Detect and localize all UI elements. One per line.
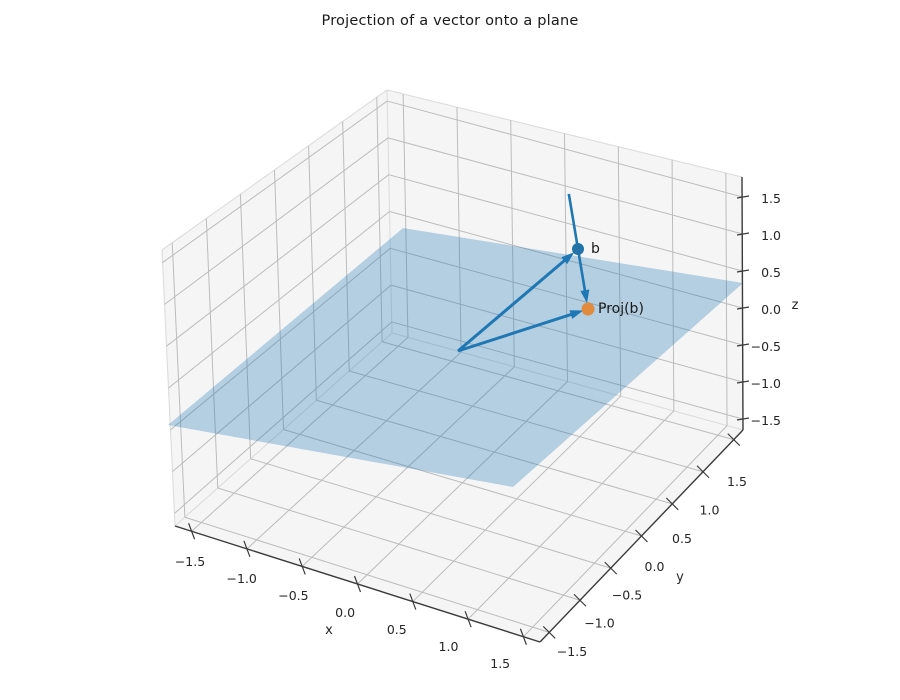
z-tick-label: −1.5 bbox=[751, 413, 781, 428]
y-tick-label: 0.5 bbox=[672, 531, 692, 546]
vector-proj-arrow-head bbox=[569, 310, 584, 319]
x-tick-mark bbox=[464, 610, 472, 628]
gridline-right-pane bbox=[387, 100, 743, 198]
y-axis-label: y bbox=[676, 570, 684, 585]
gridline-floor bbox=[523, 425, 728, 638]
y-tick-label: −1.0 bbox=[584, 616, 614, 631]
z-tick-label: 1.5 bbox=[761, 191, 781, 206]
x-tick-mark bbox=[409, 593, 417, 610]
gridline-right-pane bbox=[510, 120, 515, 367]
z-axis-label: z bbox=[792, 298, 799, 313]
label-proj-b: Proj(b) bbox=[598, 301, 644, 317]
gridline-floor bbox=[283, 429, 642, 537]
x-tick-mark bbox=[243, 540, 251, 558]
gridline-right-pane bbox=[617, 146, 622, 397]
gridline-left-pane bbox=[342, 121, 350, 372]
point-proj-b bbox=[581, 302, 595, 316]
z-tick-mark bbox=[736, 232, 750, 236]
y-tick-mark bbox=[573, 593, 587, 607]
y-tick-label: −0.5 bbox=[612, 587, 642, 602]
plot-title: Projection of a vector onto a plane bbox=[321, 13, 579, 29]
gridline-floor bbox=[382, 341, 734, 441]
z-tick-mark bbox=[736, 343, 750, 347]
gridline-right-pane bbox=[671, 159, 675, 411]
z-tick-label: 0.0 bbox=[761, 302, 781, 317]
x-tick-mark bbox=[298, 558, 306, 575]
vector-b-arrow-shaft bbox=[457, 258, 567, 353]
y-tick-mark bbox=[635, 529, 648, 543]
x-tick-label: −1.0 bbox=[227, 571, 257, 586]
x-tick-mark bbox=[353, 575, 362, 593]
projection-plane-surface bbox=[168, 228, 743, 487]
gridline-left-pane bbox=[308, 145, 317, 401]
gridline-floor bbox=[316, 399, 673, 505]
y-tick-label: 1.0 bbox=[700, 503, 720, 518]
y-tick-mark bbox=[696, 465, 710, 479]
x-tick-label: 0.0 bbox=[335, 605, 355, 620]
z-tick-mark bbox=[736, 306, 750, 310]
y-tick-label: 1.5 bbox=[727, 474, 747, 489]
gridline-floor bbox=[349, 370, 704, 473]
gridline-left-pane bbox=[164, 137, 389, 305]
gridline-left-pane bbox=[168, 211, 390, 389]
z-tick-label: −1.0 bbox=[751, 376, 781, 391]
gridline-left-pane bbox=[162, 100, 388, 263]
z-tick-mark bbox=[736, 417, 750, 421]
y-tick-label: 0.0 bbox=[645, 559, 665, 574]
z-tick-mark bbox=[736, 380, 750, 384]
gridline-right-pane bbox=[388, 174, 743, 272]
label-b: b bbox=[591, 241, 600, 257]
y-tick-mark bbox=[604, 561, 618, 575]
gridline-left-pane bbox=[376, 97, 383, 342]
vector-proj-arrow-shaft bbox=[457, 312, 574, 353]
x-axis-label: x bbox=[325, 623, 333, 638]
residual-arrow-head bbox=[580, 289, 590, 304]
z-tick-label: 1.0 bbox=[761, 228, 781, 243]
y-tick-mark bbox=[665, 497, 679, 511]
x-tick-mark bbox=[519, 628, 527, 645]
gridline-floor bbox=[412, 395, 622, 602]
x-tick-mark bbox=[188, 523, 196, 540]
z-tick-label: 0.5 bbox=[761, 265, 781, 280]
pane-left bbox=[162, 90, 392, 526]
z-tick-label: −0.5 bbox=[751, 339, 781, 354]
z-tick-mark bbox=[736, 195, 750, 199]
y-tick-mark bbox=[542, 625, 556, 639]
gridline-right-pane bbox=[387, 137, 743, 235]
x-tick-label: 1.5 bbox=[490, 656, 510, 671]
y-tick-mark bbox=[727, 433, 741, 447]
x-tick-label: −1.5 bbox=[175, 554, 205, 569]
gridline-left-pane bbox=[166, 174, 390, 347]
point-b bbox=[572, 243, 584, 255]
x-tick-label: 0.5 bbox=[387, 622, 407, 637]
x-tick-label: 1.0 bbox=[439, 639, 459, 654]
gridline-floor bbox=[467, 410, 675, 620]
z-axis-line bbox=[741, 176, 744, 431]
y-tick-label: −1.5 bbox=[557, 644, 587, 659]
gridline-right-pane bbox=[456, 107, 462, 353]
z-tick-mark bbox=[736, 269, 750, 273]
vector-b-arrow-head bbox=[561, 252, 575, 265]
x-tick-label: −0.5 bbox=[278, 588, 308, 603]
gridline-right-pane bbox=[725, 173, 728, 426]
